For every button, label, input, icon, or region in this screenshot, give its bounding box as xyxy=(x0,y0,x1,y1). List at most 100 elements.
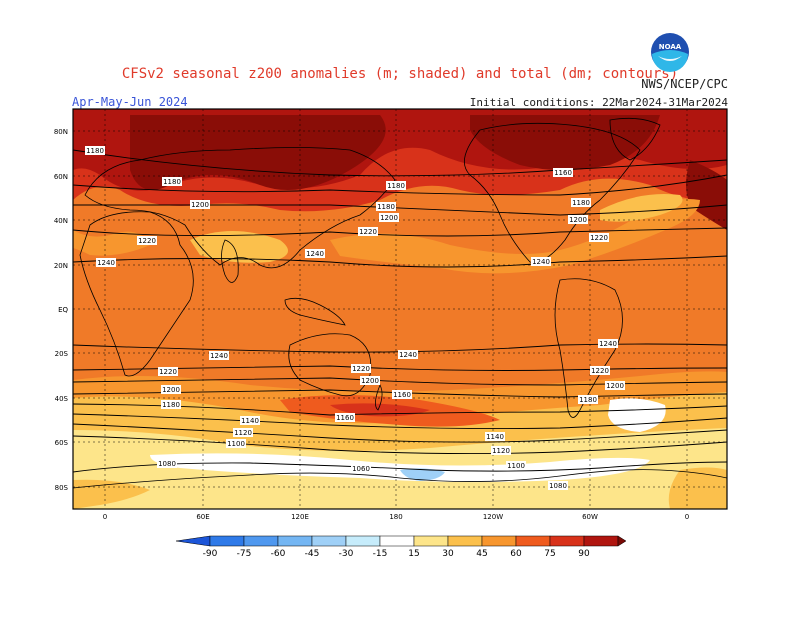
colorbar-swatch xyxy=(243,535,279,547)
contour-label: 1160 xyxy=(392,390,412,399)
contour-label: 1220 xyxy=(590,366,610,375)
colorbar-label: 30 xyxy=(442,549,454,559)
colorbar-label: 15 xyxy=(408,549,419,559)
initial-conditions-label: Initial conditions: 22Mar2024-31Mar2024 xyxy=(469,96,728,109)
contour-label: 1160 xyxy=(553,168,573,177)
contour-label: 1240 xyxy=(598,339,618,348)
contour-label: 1140 xyxy=(240,416,260,425)
lon-label: 120W xyxy=(483,513,503,521)
coastlines xyxy=(73,117,727,489)
longitude-labels: 0 60E 120E 180 120W 60W 0 xyxy=(103,513,689,521)
colorbar-swatch xyxy=(311,535,347,547)
colorbar-swatch xyxy=(209,535,245,547)
svg-text:1200: 1200 xyxy=(162,386,180,394)
colorbar-label: 60 xyxy=(510,549,522,559)
svg-text:1220: 1220 xyxy=(590,234,608,242)
lon-label: 120E xyxy=(291,513,309,521)
contour-label: 1080 xyxy=(157,459,177,468)
contour-label: 1220 xyxy=(158,367,178,376)
svg-text:NOAA: NOAA xyxy=(659,43,682,51)
contour-label: 1200 xyxy=(605,381,625,390)
colorbar-label: -45 xyxy=(305,549,320,559)
svg-text:1180: 1180 xyxy=(163,178,181,186)
svg-text:1180: 1180 xyxy=(572,199,590,207)
contour-label: 1100 xyxy=(226,439,246,448)
colorbar-label: -60 xyxy=(271,549,286,559)
svg-text:1060: 1060 xyxy=(352,465,370,473)
svg-text:1240: 1240 xyxy=(532,258,550,266)
lat-label: EQ xyxy=(58,306,68,314)
plot-frame xyxy=(72,108,728,510)
colorbar-swatch xyxy=(413,535,449,547)
svg-text:1180: 1180 xyxy=(377,203,395,211)
contour-label: 1180 xyxy=(571,198,591,207)
svg-text:1160: 1160 xyxy=(336,414,354,422)
colorbar-label: -15 xyxy=(373,549,388,559)
contour-label: 1100 xyxy=(506,461,526,470)
contour-label: 1120 xyxy=(233,428,253,437)
chart-title: CFSv2 seasonal z200 anomalies (m; shaded… xyxy=(121,66,679,82)
svg-text:1080: 1080 xyxy=(549,482,567,490)
contour-label: 1180 xyxy=(386,181,406,190)
contour-label: 1180 xyxy=(578,395,598,404)
colorbar-swatch xyxy=(549,535,585,547)
contour-label: 1240 xyxy=(531,257,551,266)
lat-label: 40S xyxy=(55,395,69,403)
colorbar-label: -30 xyxy=(339,549,354,559)
season-label: Apr-May-Jun 2024 xyxy=(72,95,188,109)
svg-text:1140: 1140 xyxy=(241,417,259,425)
svg-text:1200: 1200 xyxy=(380,214,398,222)
contour-label: 1080 xyxy=(548,481,568,490)
svg-text:1180: 1180 xyxy=(387,182,405,190)
latitude-labels: 80N 60N 40N 20N EQ 20S 40S 60S 80S xyxy=(54,128,69,492)
contour-label: 1220 xyxy=(358,227,378,236)
svg-text:1200: 1200 xyxy=(606,382,624,390)
svg-text:1160: 1160 xyxy=(393,391,411,399)
contour-label: 1240 xyxy=(209,351,229,360)
svg-text:1120: 1120 xyxy=(492,447,510,455)
contour-label: 1240 xyxy=(96,258,116,267)
contour-label: 1120 xyxy=(491,446,511,455)
svg-text:1160: 1160 xyxy=(554,169,572,177)
colorbar: -90 -75 -60 -45 -30 -15 15 30 45 60 75 9… xyxy=(175,535,627,559)
colorbar-swatch xyxy=(515,535,551,547)
contour-label: 1180 xyxy=(376,202,396,211)
svg-text:1120: 1120 xyxy=(234,429,252,437)
contour-label: 1200 xyxy=(360,376,380,385)
colorbar-swatch xyxy=(277,535,313,547)
svg-text:1240: 1240 xyxy=(599,340,617,348)
contour-label: 1200 xyxy=(379,213,399,222)
colorbar-swatch xyxy=(583,535,619,547)
svg-text:1220: 1220 xyxy=(159,368,177,376)
colorbar-label: 45 xyxy=(476,549,487,559)
contour-label: 1240 xyxy=(398,350,418,359)
svg-text:1220: 1220 xyxy=(591,367,609,375)
svg-text:1220: 1220 xyxy=(138,237,156,245)
svg-text:1200: 1200 xyxy=(191,201,209,209)
lat-label: 80S xyxy=(55,484,69,492)
lon-label: 60W xyxy=(582,513,598,521)
colorbar-label: -90 xyxy=(203,549,218,559)
contour-label: 1060 xyxy=(351,464,371,473)
agency-label: NWS/NCEP/CPC xyxy=(641,77,728,91)
lat-label: 40N xyxy=(54,217,68,225)
contour-lines xyxy=(73,149,727,473)
contour-label: 1220 xyxy=(589,233,609,242)
contour-label: 1180 xyxy=(162,177,182,186)
svg-text:1080: 1080 xyxy=(158,460,176,468)
svg-text:1180: 1180 xyxy=(579,396,597,404)
contour-label: 1200 xyxy=(568,215,588,224)
lat-label: 60S xyxy=(55,439,69,447)
colorbar-low-arrow xyxy=(175,535,211,547)
contour-label: 1220 xyxy=(351,364,371,373)
svg-text:1100: 1100 xyxy=(507,462,525,470)
noaa-logo-icon: NOAA xyxy=(651,33,689,72)
contour-label: 1180 xyxy=(161,400,181,409)
colorbar-label: -75 xyxy=(237,549,252,559)
svg-text:1180: 1180 xyxy=(86,147,104,155)
colorbar-swatch xyxy=(379,535,415,547)
lon-label: 0 xyxy=(685,513,689,521)
contour-label: 1240 xyxy=(305,249,325,258)
lat-label: 20N xyxy=(54,262,68,270)
